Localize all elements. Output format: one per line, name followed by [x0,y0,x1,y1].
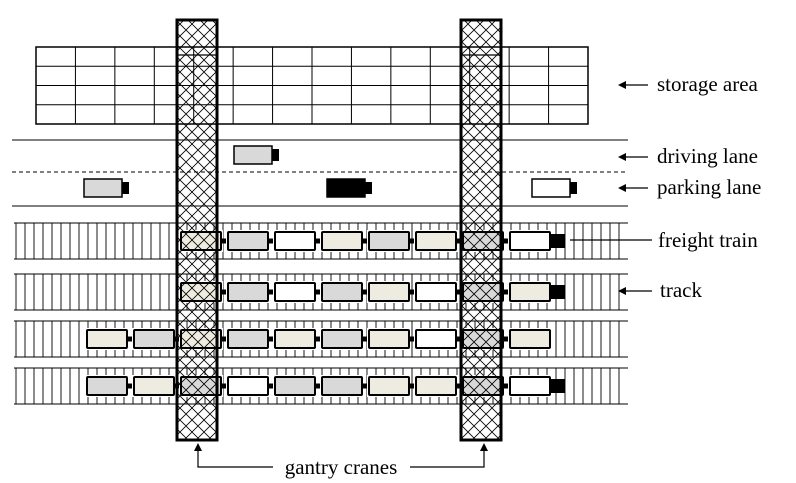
svg-text:freight train: freight train [658,228,758,252]
wagon [509,282,551,302]
wagon [415,282,457,302]
gantry-crane [459,18,503,442]
crane-lattice [177,20,217,440]
svg-text:storage area: storage area [657,72,759,96]
wagon [274,282,316,302]
wagon [227,329,269,349]
vehicles [83,145,577,198]
wagon [133,329,175,349]
truck [233,145,279,165]
wagon [274,376,316,396]
wagon [321,231,363,251]
tracks [14,222,628,405]
label-freight-train: freight train [570,228,758,252]
label-storage-area: storage area [618,72,759,96]
truck [531,178,577,198]
wagon [321,376,363,396]
wagon [368,231,410,251]
wagon [274,231,316,251]
wagon [415,231,457,251]
wagon [368,376,410,396]
truck-body [83,178,123,198]
gantry-cranes [175,18,503,442]
locomotive [550,379,565,393]
arrow-right-crane [410,448,485,468]
track [14,367,628,405]
locomotive [550,234,565,248]
wagon [509,376,551,396]
wagon [227,231,269,251]
wagon [321,282,363,302]
track [14,222,628,260]
crane-lattice [461,20,501,440]
wagon [415,329,457,349]
wagon [133,376,175,396]
label-driving-lane: driving lane [618,144,758,168]
label-gantry-cranes: gantry cranes [194,443,488,479]
truck [83,178,129,198]
track [14,273,628,311]
wagon [274,329,316,349]
wagon [86,329,128,349]
wagon [227,282,269,302]
arrow-head [618,81,626,89]
svg-text:track: track [660,278,702,302]
arrow-left-crane [197,448,273,468]
crane-frame [175,18,219,442]
road [12,139,628,207]
wagon [415,376,457,396]
truck-body [531,178,571,198]
truck-body [326,178,366,198]
svg-text:driving lane: driving lane [657,144,758,168]
truck [326,178,372,198]
wagon [368,282,410,302]
track [14,320,628,358]
crane-frame [459,18,503,442]
svg-text:parking lane: parking lane [657,175,761,199]
truck-cab [365,182,372,194]
svg-text:gantry cranes: gantry cranes [285,455,398,479]
wagon [321,329,363,349]
gantry-crane [175,18,219,442]
wagon [227,376,269,396]
wagon [509,231,551,251]
truck-body [233,145,273,165]
wagon [86,376,128,396]
locomotive [550,285,565,299]
storage-area [35,46,589,125]
label-track: track [618,278,702,302]
label-parking-lane: parking lane [618,175,761,199]
wagon [368,329,410,349]
truck-cab [122,182,129,194]
wagon [509,329,551,349]
truck-cab [570,182,577,194]
truck-cab [272,149,279,161]
